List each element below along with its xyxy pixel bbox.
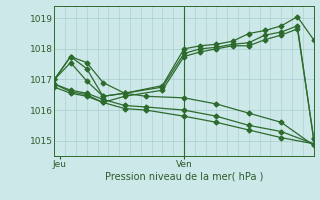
X-axis label: Pression niveau de la mer( hPa ): Pression niveau de la mer( hPa ) (105, 172, 263, 182)
